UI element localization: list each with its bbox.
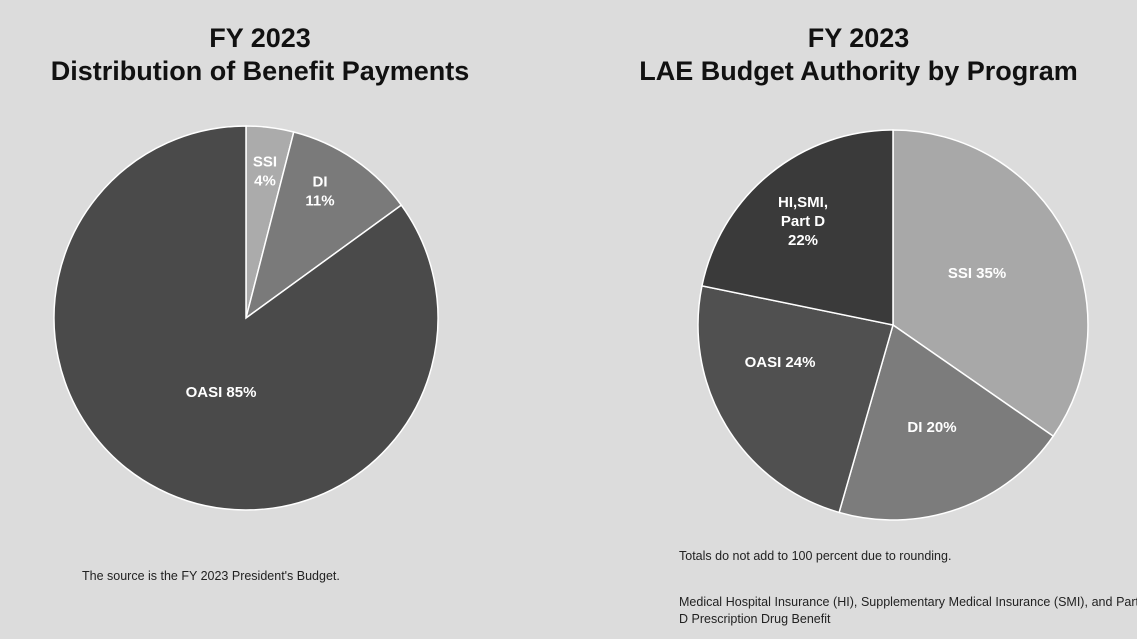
slice-label-line: 11% — [305, 193, 334, 210]
slice-label-line: HI,SMI, — [778, 194, 828, 211]
pie-slice-di — [838, 323, 1055, 521]
slice-label-line: OASI 24% — [745, 354, 816, 371]
chart-title-year: FY 2023 — [209, 23, 311, 53]
slice-label-line: 4% — [254, 173, 276, 190]
benefit-payments-chart: FY 2023 Distribution of Benefit Payments… — [0, 0, 520, 639]
slice-label-di: DI 11% — [305, 174, 334, 210]
slice-label-line: SSI — [253, 154, 277, 171]
pie-slice-oasi — [53, 125, 439, 511]
pie-slice-hi-smi-part-d — [701, 129, 894, 326]
chart-title: FY 2023 Distribution of Benefit Payments — [0, 22, 520, 88]
slice-label-line: Part D — [781, 213, 825, 230]
lae-budget-chart: FY 2023 LAE Budget Authority by Program … — [580, 0, 1137, 639]
slice-label-hi-smi-part-d: HI,SMI, Part D 22% — [778, 194, 828, 249]
source-note: The source is the FY 2023 President's Bu… — [82, 569, 340, 583]
slice-label-line: OASI 85% — [186, 384, 257, 401]
pie-slice-oasi — [697, 284, 894, 514]
slice-label-line: 22% — [788, 232, 818, 249]
slice-label-ssi: SSI 4% — [253, 154, 277, 190]
rounding-note: Totals do not add to 100 percent due to … — [679, 549, 952, 563]
slice-label-oasi: OASI 85% — [186, 384, 257, 401]
chart-title: FY 2023 LAE Budget Authority by Program — [580, 22, 1137, 88]
pie-slice-di — [244, 131, 403, 320]
pie-slice-ssi — [892, 129, 1089, 438]
slice-label-di: DI 20% — [907, 419, 956, 436]
slice-label-line: DI — [313, 174, 328, 191]
slice-label-line: DI 20% — [907, 419, 956, 436]
chart-title-year: FY 2023 — [807, 23, 910, 53]
slice-label-line: SSI 35% — [948, 265, 1006, 282]
slice-label-ssi: SSI 35% — [948, 265, 1006, 282]
chart-title-main: Distribution of Benefit Payments — [50, 56, 470, 86]
chart-title-main: LAE Budget Authority by Program — [639, 56, 1078, 86]
pie-chart: SSI 35% DI 20% OASI 24% HI,SMI, Part D 22% — [697, 129, 1089, 521]
slice-label-oasi: OASI 24% — [745, 354, 816, 371]
footnote: Medical Hospital Insurance (HI), Supplem… — [679, 595, 1137, 626]
pie-chart: SSI 4% DI 11% OASI 85% — [53, 125, 439, 511]
